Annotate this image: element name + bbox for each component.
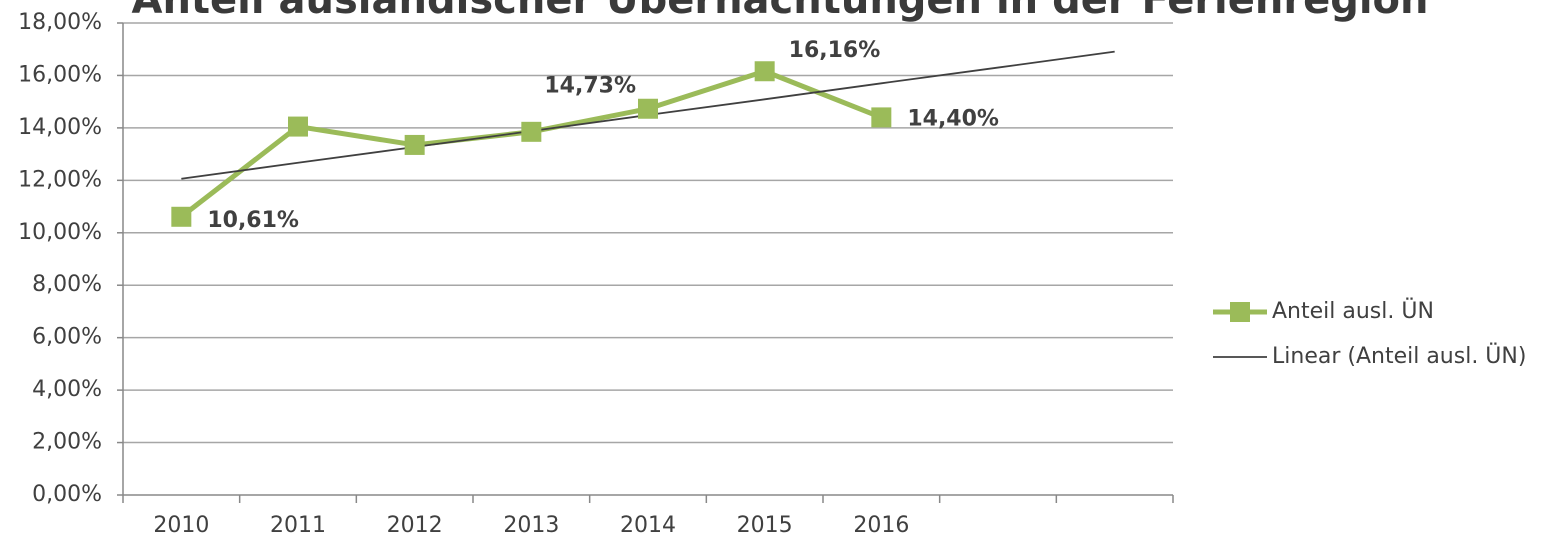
x-tick-label: 2010 <box>153 513 209 538</box>
data-label: 14,40% <box>907 106 999 131</box>
line-series <box>179 68 883 219</box>
marker <box>638 98 658 119</box>
y-tick-label: 12,00% <box>18 167 102 192</box>
y-tick-label: 0,00% <box>32 482 102 507</box>
x-tick-label: 2016 <box>853 513 909 538</box>
y-tick-label: 16,00% <box>18 62 102 87</box>
marker <box>871 107 892 128</box>
y-tick-label: 18,00% <box>18 10 102 35</box>
x-tick-label: 2012 <box>387 513 443 538</box>
x-tick-label: 2014 <box>620 513 676 538</box>
data-label: 14,73% <box>544 74 636 99</box>
marker <box>288 116 308 137</box>
marker <box>754 61 775 82</box>
chart-title: Anteil ausländischer Übernachtungen in d… <box>131 0 1428 23</box>
data-label: 10,61% <box>207 208 299 233</box>
y-tick-label: 4,00% <box>32 377 102 402</box>
legend-label: Linear (Anteil ausl. ÜN) <box>1272 343 1526 369</box>
y-tick-label: 2,00% <box>32 430 102 455</box>
y-tick-label: 6,00% <box>32 325 102 350</box>
marker <box>171 206 192 227</box>
y-tick-label: 8,00% <box>32 272 102 297</box>
y-tick-label: 14,00% <box>18 115 102 140</box>
marker <box>521 121 542 142</box>
y-tick-label: 10,00% <box>18 220 102 245</box>
legend-marker <box>1230 302 1250 322</box>
legend-label: Anteil ausl. ÜN <box>1272 298 1434 324</box>
x-tick-label: 2015 <box>737 513 793 538</box>
data-label: 16,16% <box>789 38 881 63</box>
marker <box>404 134 425 155</box>
x-tick-label: 2013 <box>503 513 559 538</box>
x-tick-label: 2011 <box>270 513 326 538</box>
